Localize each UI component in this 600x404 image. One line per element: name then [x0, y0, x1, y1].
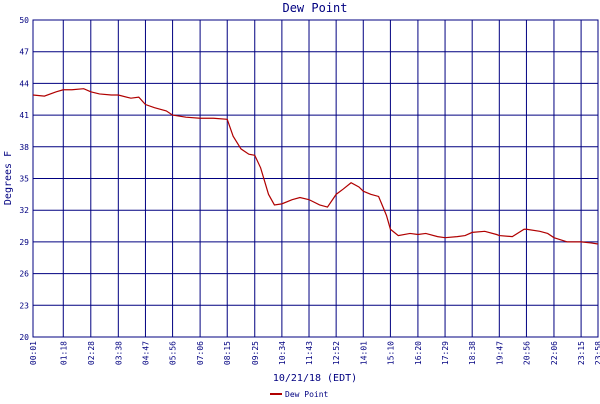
x-tick-label: 18:38 [468, 341, 477, 365]
x-tick-label: 23:58 [594, 341, 600, 365]
y-tick-label: 50 [19, 16, 29, 25]
y-tick-label: 23 [19, 301, 29, 310]
x-tick-label: 16:20 [414, 341, 423, 365]
y-tick-label: 35 [19, 175, 29, 184]
y-tick-label: 41 [19, 111, 29, 120]
x-tick-label: 15:10 [386, 341, 395, 365]
x-tick-label: 12:52 [332, 341, 341, 365]
x-tick-label: 00:01 [29, 341, 38, 365]
x-tick-label: 01:18 [59, 341, 68, 365]
x-tick-label: 19:47 [495, 341, 504, 365]
x-tick-label: 17:29 [441, 341, 450, 365]
legend-label: Dew Point [285, 390, 329, 399]
x-axis-label: 10/21/18 (EDT) [273, 373, 357, 384]
y-tick-label: 20 [19, 333, 29, 342]
x-tick-label: 23:15 [577, 341, 586, 365]
x-tick-label: 04:47 [141, 341, 150, 365]
y-tick-label: 44 [19, 79, 29, 88]
y-axis-label: Degrees F [3, 151, 14, 205]
x-tick-label: 03:38 [114, 341, 123, 365]
y-tick-label: 47 [19, 48, 29, 57]
y-tick-label: 26 [19, 270, 29, 279]
y-tick-label: 29 [19, 238, 29, 247]
x-tick-label: 11:43 [305, 341, 314, 365]
x-tick-label: 14:01 [359, 341, 368, 365]
x-tick-label: 05:56 [169, 341, 178, 365]
y-tick-label: 38 [19, 143, 29, 152]
x-tick-label: 07:06 [196, 341, 205, 365]
x-tick-label: 08:15 [223, 341, 232, 365]
x-tick-label: 09:25 [251, 341, 260, 365]
y-tick-label: 32 [19, 206, 29, 215]
x-tick-label: 20:56 [522, 341, 531, 365]
x-tick-label: 22:06 [550, 341, 559, 365]
data-line [32, 88, 599, 245]
x-tick-label: 02:28 [87, 341, 96, 365]
chart-title: Dew Point [282, 1, 347, 15]
x-tick-label: 10:34 [278, 341, 287, 365]
